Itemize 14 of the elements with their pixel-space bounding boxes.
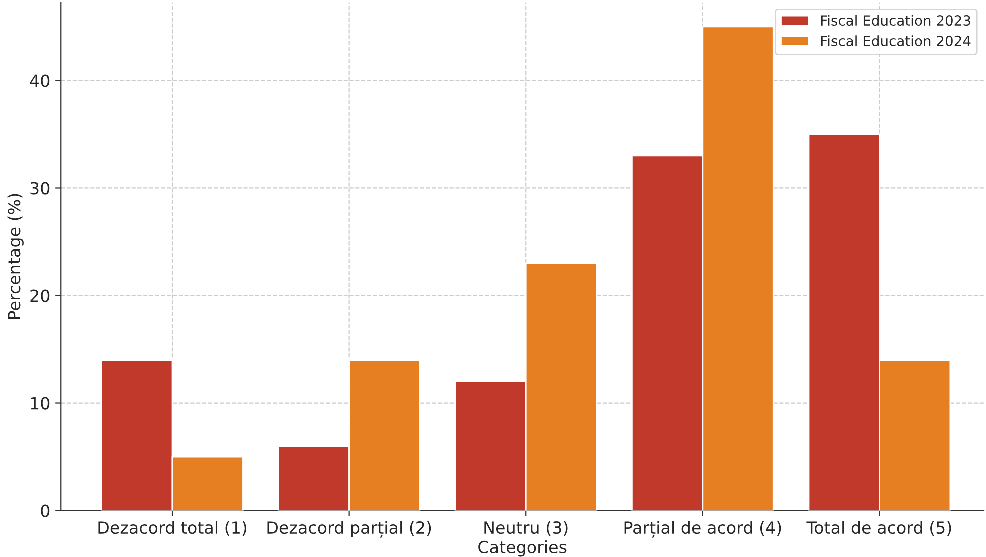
y-tick-label: 40 — [30, 74, 50, 88]
y-tick-label: 0 — [41, 504, 50, 518]
y-tick-label: 20 — [30, 290, 50, 302]
y-tick-label: 30 — [30, 182, 50, 195]
legend-label: Fiscal Education 2023 — [821, 15, 970, 26]
x-tick-label: Dezacord parțial (2) — [268, 521, 432, 538]
x-tick-label: Dezacord total (1) — [98, 521, 247, 536]
x-tick-label: Parțial de acord (4) — [624, 521, 782, 538]
x-tick-label: Total de acord (5) — [806, 521, 952, 536]
y-axis-title: Percentage (%) — [8, 194, 24, 320]
x-axis-title: Categories — [478, 540, 567, 557]
legend-label: Fiscal Education 2024 — [821, 36, 971, 46]
x-tick-label: Neutru (3) — [484, 521, 568, 536]
y-tick-label: 10 — [31, 397, 50, 410]
